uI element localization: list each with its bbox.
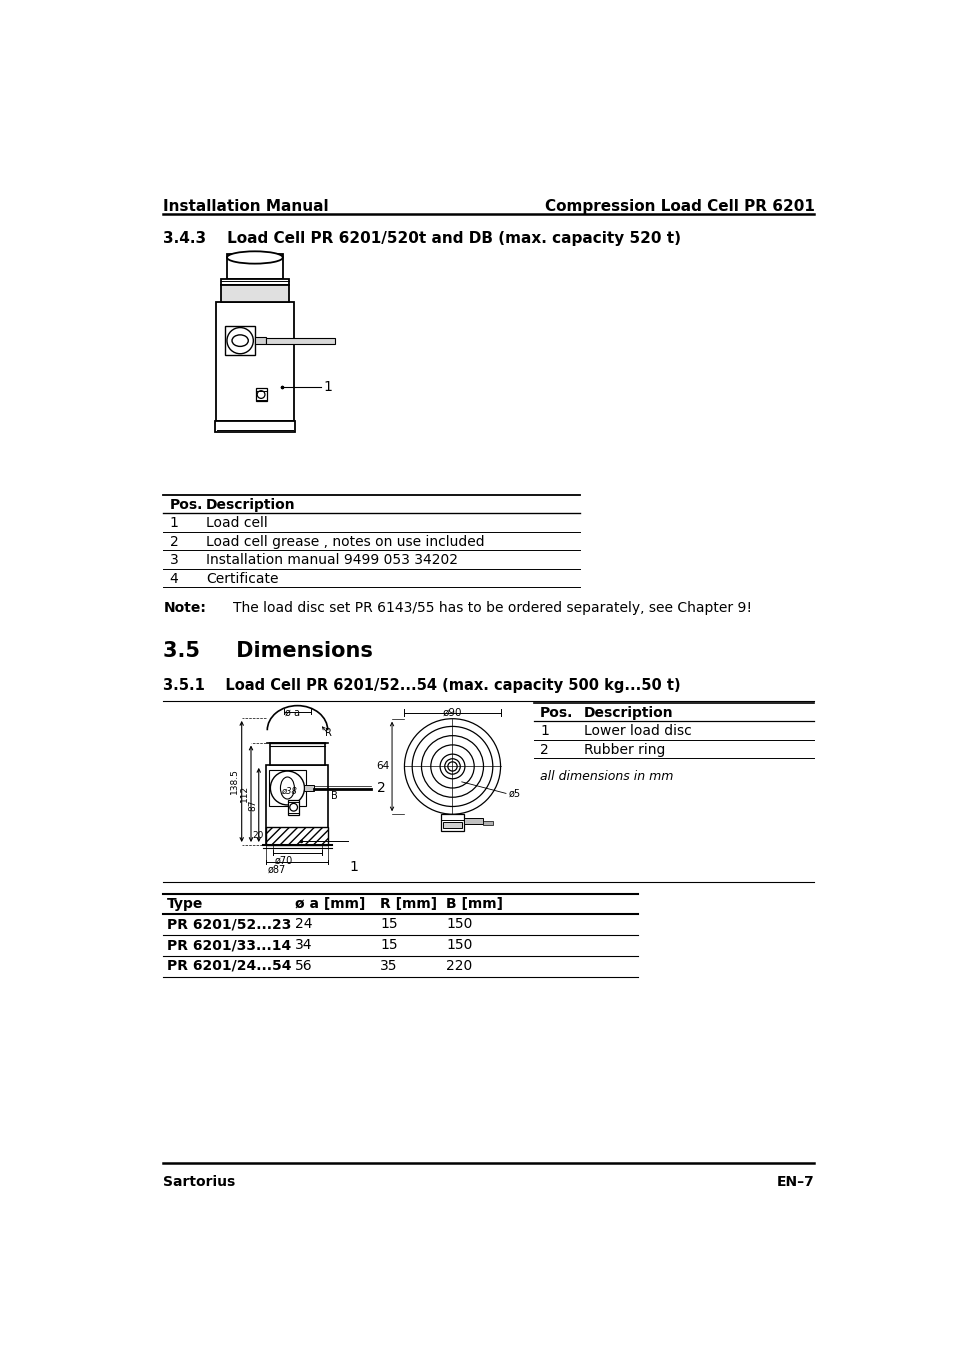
Text: 220: 220 [446,958,472,973]
Bar [225,325,254,355]
Text: Pos.: Pos. [170,498,203,512]
Circle shape [421,736,483,798]
Bar [220,285,289,302]
Text: 150: 150 [446,918,472,932]
Text: ø70: ø70 [274,856,293,865]
Ellipse shape [232,335,248,347]
Text: R [mm]: R [mm] [380,896,437,911]
Text: 4: 4 [170,571,178,586]
Circle shape [412,726,493,806]
Bar [304,784,314,791]
Ellipse shape [280,778,294,799]
Text: 64: 64 [376,761,390,771]
Text: 15: 15 [380,918,397,932]
Text: B [mm]: B [mm] [446,896,503,911]
Text: Rubber ring: Rubber ring [583,743,665,756]
Text: Installation manual 9499 053 34202: Installation manual 9499 053 34202 [206,554,457,567]
Bar [255,387,266,401]
Text: Compression Load Cell PR 6201: Compression Load Cell PR 6201 [544,198,814,213]
Circle shape [270,771,304,805]
Text: ø90: ø90 [442,707,462,718]
Text: Load cell grease , notes on use included: Load cell grease , notes on use included [206,535,484,548]
Text: 35: 35 [380,958,397,973]
Text: ø38: ø38 [281,787,296,795]
Text: 3.5     Dimensions: 3.5 Dimensions [163,641,373,662]
Bar [270,743,325,765]
Text: 1: 1 [170,516,178,531]
Text: 87: 87 [248,799,257,811]
Circle shape [431,745,474,788]
Circle shape [444,759,459,774]
Text: B: B [331,791,337,801]
Text: 150: 150 [446,938,472,952]
Text: 56: 56 [294,958,313,973]
Bar [483,821,493,825]
Text: 138.5: 138.5 [230,768,239,794]
Text: Pos.: Pos. [539,706,573,720]
Bar [254,336,266,344]
Text: ø5: ø5 [508,788,520,798]
Text: 1: 1 [349,860,358,873]
Text: Lower load disc: Lower load disc [583,724,691,738]
Circle shape [404,718,500,814]
Text: Description: Description [206,498,295,512]
Circle shape [439,755,464,779]
Text: 2: 2 [376,782,385,795]
Text: 3.5.1    Load Cell PR 6201/52...54 (max. capacity 500 kg...50 t): 3.5.1 Load Cell PR 6201/52...54 (max. ca… [163,678,680,693]
Text: 3: 3 [170,554,178,567]
Bar [443,822,461,828]
Text: 20: 20 [253,832,264,840]
Text: 1: 1 [323,379,332,394]
Text: PR 6201/52...23: PR 6201/52...23 [167,918,292,932]
Text: ø a: ø a [285,707,300,717]
Bar [216,302,294,421]
Text: all dimensions in mm: all dimensions in mm [539,769,673,783]
Text: 1: 1 [539,724,548,738]
Ellipse shape [227,251,282,263]
Circle shape [447,761,456,771]
Text: PR 6201/24...54: PR 6201/24...54 [167,958,292,973]
Bar [269,769,306,806]
Text: Load cell: Load cell [206,516,268,531]
Bar [220,279,289,285]
Text: 15: 15 [380,938,397,952]
Text: EN–7: EN–7 [776,1174,814,1188]
Bar [288,799,298,815]
Text: Certificate: Certificate [206,571,278,586]
Text: Note:: Note: [163,601,206,614]
Text: ø87: ø87 [268,865,286,875]
Circle shape [257,390,265,398]
Text: Installation Manual: Installation Manual [163,198,329,213]
Text: The load disc set PR 6143/55 has to be ordered separately, see Chapter 9!: The load disc set PR 6143/55 has to be o… [233,601,751,614]
Text: 3.4.3    Load Cell PR 6201/520t and DB (max. capacity 520 t): 3.4.3 Load Cell PR 6201/520t and DB (max… [163,231,680,246]
Text: Sartorius: Sartorius [163,1174,235,1188]
Text: 2: 2 [170,535,178,548]
Text: Description: Description [583,706,673,720]
Text: 34: 34 [294,938,313,952]
Bar [214,421,294,432]
Circle shape [227,328,253,354]
Bar [227,254,282,279]
Text: 2: 2 [539,743,548,756]
Bar [266,765,328,845]
Bar [266,338,335,344]
Text: PR 6201/33...14: PR 6201/33...14 [167,938,292,952]
Text: ø a [mm]: ø a [mm] [294,896,365,911]
Bar [266,826,328,845]
Bar [464,818,483,825]
Text: R: R [324,729,331,738]
Bar [440,814,464,832]
Text: 24: 24 [294,918,313,932]
Text: 112: 112 [240,784,249,802]
Circle shape [290,803,297,811]
Text: Type: Type [167,896,203,911]
